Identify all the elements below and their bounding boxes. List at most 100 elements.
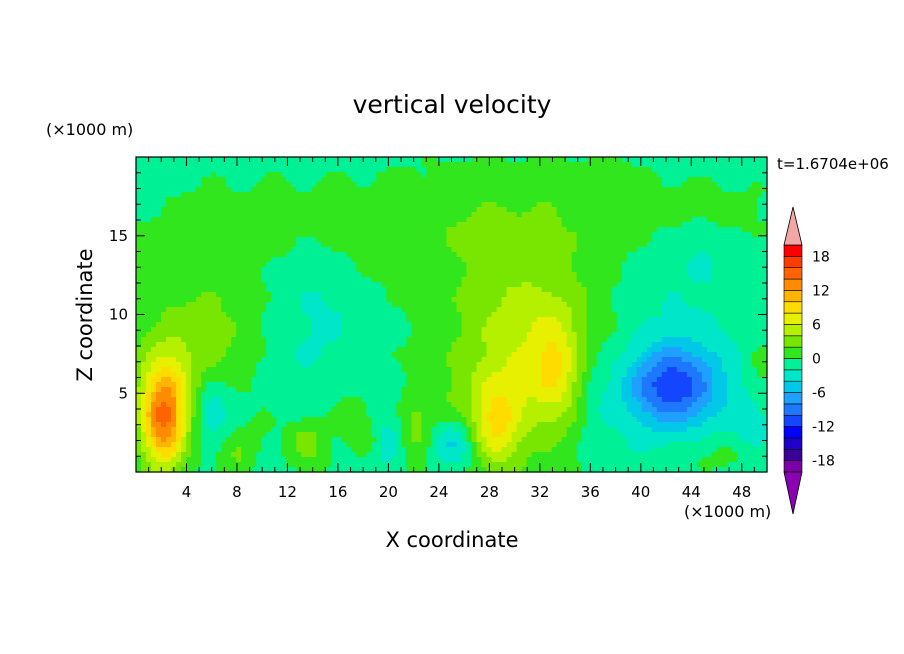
contour-cell xyxy=(521,297,528,303)
contour-cell xyxy=(486,422,493,428)
contour-cell xyxy=(346,317,352,323)
contour-cell xyxy=(446,392,453,398)
contour-cell xyxy=(386,452,393,458)
contour-cell xyxy=(336,222,342,228)
contour-cell xyxy=(376,427,382,433)
contour-cell xyxy=(196,422,202,428)
contour-cell xyxy=(476,177,483,183)
contour-cell xyxy=(146,242,152,248)
contour-cell xyxy=(181,462,187,468)
contour-cell xyxy=(211,332,217,338)
contour-cell xyxy=(166,272,172,278)
contour-cell xyxy=(411,162,418,168)
contour-cell xyxy=(236,317,242,323)
contour-cell xyxy=(251,447,257,453)
contour-cell xyxy=(216,337,222,343)
contour-cell xyxy=(391,332,398,338)
contour-cell xyxy=(431,467,438,473)
contour-cell xyxy=(501,297,508,303)
contour-cell xyxy=(446,347,453,353)
contour-cell xyxy=(406,422,413,428)
contour-cell xyxy=(306,457,312,463)
contour-cell xyxy=(226,207,232,213)
contour-cell xyxy=(246,402,252,408)
contour-cell xyxy=(501,227,508,233)
contour-cell xyxy=(346,332,352,338)
contour-cell xyxy=(316,317,322,323)
contour-cell xyxy=(351,367,357,373)
contour-cell xyxy=(251,262,257,268)
contour-cell xyxy=(171,197,177,203)
contour-cell xyxy=(216,237,222,243)
contour-cell xyxy=(506,432,513,438)
contour-cell xyxy=(291,377,297,383)
contour-cell xyxy=(451,182,458,188)
contour-cell xyxy=(231,337,237,343)
contour-cell xyxy=(336,292,342,298)
contour-cell xyxy=(351,337,357,343)
contour-cell xyxy=(211,272,217,278)
contour-cell xyxy=(181,352,187,358)
contour-cell xyxy=(321,232,327,238)
contour-cell xyxy=(336,297,342,303)
contour-cell xyxy=(466,282,473,288)
contour-cell xyxy=(286,357,292,363)
contour-cell xyxy=(306,262,312,268)
contour-cell xyxy=(386,217,393,223)
contour-cell xyxy=(156,322,162,328)
contour-cell xyxy=(201,357,207,363)
contour-cell xyxy=(476,362,483,368)
contour-cell xyxy=(331,262,337,268)
contour-cell xyxy=(481,452,488,458)
contour-cell xyxy=(491,272,498,278)
contour-cell xyxy=(181,257,187,263)
contour-cell xyxy=(266,242,272,248)
contour-cell xyxy=(146,337,152,343)
contour-cell xyxy=(181,177,187,183)
contour-cell xyxy=(381,287,387,293)
contour-cell xyxy=(281,162,287,168)
contour-cell xyxy=(396,447,403,453)
contour-cell xyxy=(161,287,167,293)
contour-cell xyxy=(471,192,478,198)
contour-cell xyxy=(496,222,503,228)
contour-cell xyxy=(206,217,212,223)
contour-cell xyxy=(276,362,282,368)
contour-cell xyxy=(181,162,187,168)
contour-cell xyxy=(291,372,297,378)
contour-cell xyxy=(196,247,202,253)
contour-cell xyxy=(481,407,488,413)
contour-cell xyxy=(476,247,483,253)
contour-cell xyxy=(181,222,187,228)
contour-cell xyxy=(241,342,247,348)
contour-cell xyxy=(491,417,498,423)
contour-cell xyxy=(431,342,438,348)
contour-cell xyxy=(461,417,468,423)
contour-cell xyxy=(341,242,347,248)
contour-cell xyxy=(191,422,197,428)
contour-cell xyxy=(156,277,162,283)
contour-cell xyxy=(296,237,302,243)
contour-cell xyxy=(446,227,453,233)
contour-cell xyxy=(426,157,433,163)
contour-cell xyxy=(171,292,177,298)
contour-cell xyxy=(236,252,242,258)
contour-cell xyxy=(296,392,302,398)
contour-cell xyxy=(201,232,207,238)
contour-cell xyxy=(146,312,152,318)
contour-cell xyxy=(446,382,453,388)
contour-cell xyxy=(356,202,362,208)
contour-cell xyxy=(331,222,337,228)
contour-cell xyxy=(361,187,367,193)
contour-cell xyxy=(191,172,197,178)
contour-cell xyxy=(506,242,513,248)
contour-cell xyxy=(491,382,498,388)
contour-cell xyxy=(401,207,408,213)
contour-cell xyxy=(521,367,528,373)
contour-cell xyxy=(241,187,247,193)
contour-cell xyxy=(156,157,162,163)
contour-cell xyxy=(196,297,202,303)
contour-cell xyxy=(371,322,377,328)
contour-cell xyxy=(301,257,307,263)
contour-cell xyxy=(261,377,267,383)
